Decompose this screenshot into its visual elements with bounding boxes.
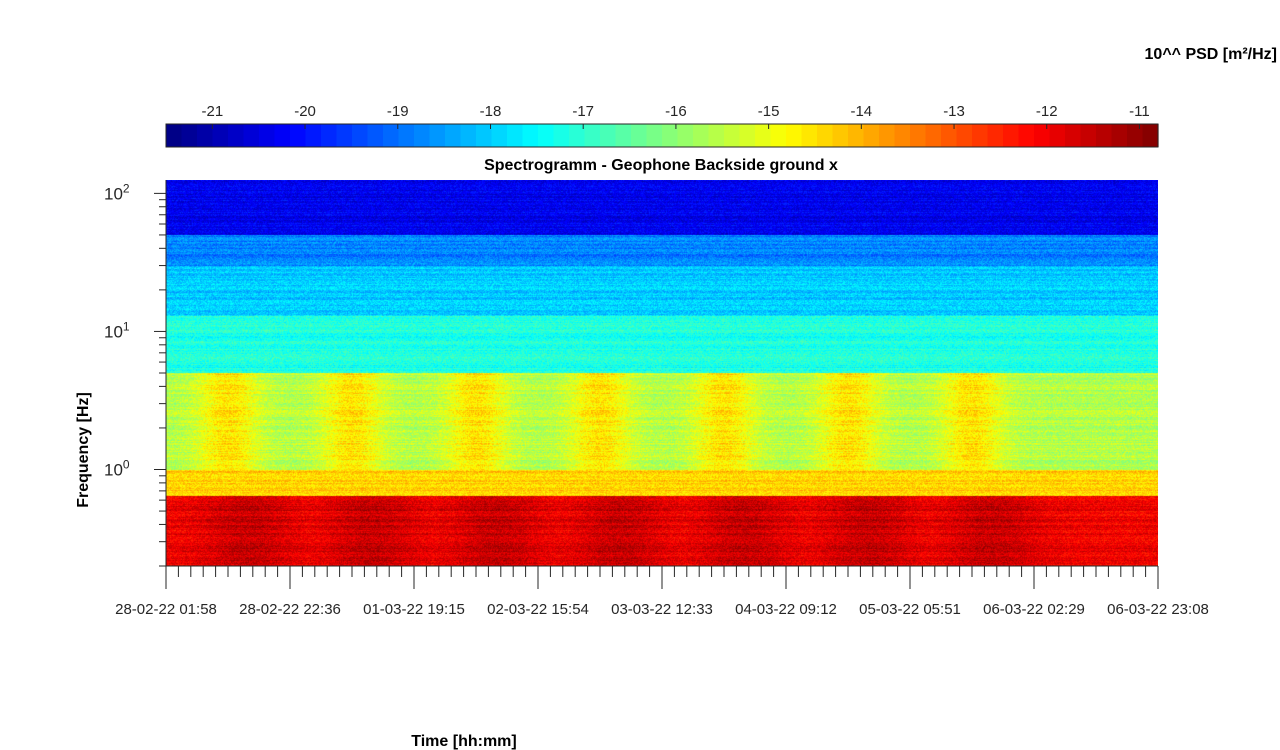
colorbar-swatch	[708, 124, 725, 147]
colorbar-swatch	[615, 124, 632, 147]
colorbar-swatch	[755, 124, 772, 147]
colorbar-swatch	[1080, 124, 1097, 147]
colorbar-swatch	[662, 124, 679, 147]
y-axis: 102 101 100	[104, 180, 167, 567]
y-tick-label: 100	[104, 458, 130, 480]
colorbar-swatch	[786, 124, 803, 147]
colorbar-swatch	[1096, 124, 1113, 147]
colorbar-swatch	[460, 124, 477, 147]
colorbar-swatch	[243, 124, 260, 147]
x-tick-label: 01-03-22 19:15	[363, 601, 465, 618]
colorbar-swatch	[305, 124, 322, 147]
colorbar-tick-label: -20	[294, 103, 316, 120]
colorbar-swatch	[228, 124, 245, 147]
x-tick-label: 02-03-22 15:54	[487, 601, 589, 618]
y-tick-label: 102	[104, 181, 130, 203]
colorbar-swatch	[941, 124, 958, 147]
colorbar-swatch	[879, 124, 896, 147]
colorbar-swatch	[1127, 124, 1144, 147]
colorbar-swatch	[274, 124, 291, 147]
colorbar-tick-label: -13	[943, 103, 965, 120]
colorbar-swatch	[352, 124, 369, 147]
x-axis-label: Time [hh:mm]	[411, 733, 516, 750]
colorbar-swatch	[507, 124, 524, 147]
colorbar-swatch	[817, 124, 834, 147]
colorbar-swatch	[1065, 124, 1082, 147]
spectrogram-canvas	[166, 180, 1158, 566]
colorbar-tick-label: -15	[758, 103, 780, 120]
y-tick-label: 101	[104, 319, 130, 341]
colorbar-label: 10^^ PSD [m²/Hz]	[1145, 46, 1277, 63]
colorbar-swatch	[956, 124, 973, 147]
colorbar-tick-label: -16	[665, 103, 687, 120]
x-tick-label: 06-03-22 02:29	[983, 601, 1085, 618]
colorbar-swatch	[445, 124, 462, 147]
colorbar-swatch	[925, 124, 942, 147]
colorbar-swatch	[553, 124, 570, 147]
colorbar-swatch	[848, 124, 865, 147]
colorbar-swatch	[414, 124, 431, 147]
colorbar-swatch	[739, 124, 756, 147]
colorbar-ticks: -21 -20 -19 -18 -17 -16 -15 -14 -13 -12 -11	[202, 103, 1150, 129]
colorbar-tick-label: -14	[850, 103, 872, 120]
x-tick-label: 05-03-22 05:51	[859, 601, 961, 618]
colorbar-swatch	[631, 124, 648, 147]
colorbar-swatch	[677, 124, 694, 147]
colorbar-swatch	[290, 124, 307, 147]
colorbar-frame	[165, 123, 1159, 148]
colorbar-swatch	[693, 124, 710, 147]
colorbar-swatch	[429, 124, 446, 147]
colorbar-swatch	[259, 124, 276, 147]
colorbar-swatch	[522, 124, 539, 147]
colorbar	[165, 123, 1159, 148]
x-tick-label: 03-03-22 12:33	[611, 601, 713, 618]
colorbar-swatch	[383, 124, 400, 147]
colorbar-swatch	[770, 124, 787, 147]
colorbar-tick-label: -21	[202, 103, 224, 120]
colorbar-swatch	[336, 124, 353, 147]
colorbar-swatch	[212, 124, 229, 147]
x-axis: 28-02-22 01:58 28-02-22 22:36 01-03-22 19:…	[115, 565, 1209, 618]
colorbar-swatch	[569, 124, 586, 147]
colorbar-swatch	[801, 124, 818, 147]
colorbar-swatch	[1142, 124, 1159, 147]
colorbar-swatch	[181, 124, 198, 147]
colorbar-swatch	[724, 124, 741, 147]
colorbar-swatch	[600, 124, 617, 147]
colorbar-tick-label: -12	[1036, 103, 1058, 120]
colorbar-swatch	[476, 124, 493, 147]
colorbar-swatch	[321, 124, 338, 147]
colorbar-swatch	[646, 124, 663, 147]
colorbar-swatch	[491, 124, 508, 147]
colorbar-swatch	[584, 124, 601, 147]
colorbar-swatch	[910, 124, 927, 147]
colorbar-tick-label: -11	[1129, 103, 1150, 120]
colorbar-swatch	[1034, 124, 1051, 147]
colorbar-swatch	[894, 124, 911, 147]
colorbar-swatch	[538, 124, 555, 147]
colorbar-swatch	[1003, 124, 1020, 147]
x-tick-label: 28-02-22 01:58	[115, 601, 217, 618]
chart-title: Spectrogramm - Geophone Backside ground …	[484, 157, 838, 174]
y-axis-label: Frequency [Hz]	[75, 392, 92, 508]
colorbar-tick-label: -17	[572, 103, 594, 120]
colorbar-swatch	[832, 124, 849, 147]
colorbar-tick-label: -19	[387, 103, 409, 120]
colorbar-swatch	[166, 124, 183, 147]
colorbar-swatch	[863, 124, 880, 147]
colorbar-swatch	[1018, 124, 1035, 147]
colorbar-swatch	[987, 124, 1004, 147]
x-tick-label: 28-02-22 22:36	[239, 601, 341, 618]
colorbar-swatch	[972, 124, 989, 147]
colorbar-swatch	[1049, 124, 1066, 147]
x-tick-label: 06-03-22 23:08	[1107, 601, 1209, 618]
spectrogram-heatmap	[166, 180, 1158, 566]
colorbar-tick-label: -18	[480, 103, 502, 120]
colorbar-swatch	[367, 124, 384, 147]
x-tick-label: 04-03-22 09:12	[735, 601, 837, 618]
colorbar-swatch	[197, 124, 214, 147]
colorbar-swatch	[1111, 124, 1128, 147]
colorbar-swatch	[398, 124, 415, 147]
